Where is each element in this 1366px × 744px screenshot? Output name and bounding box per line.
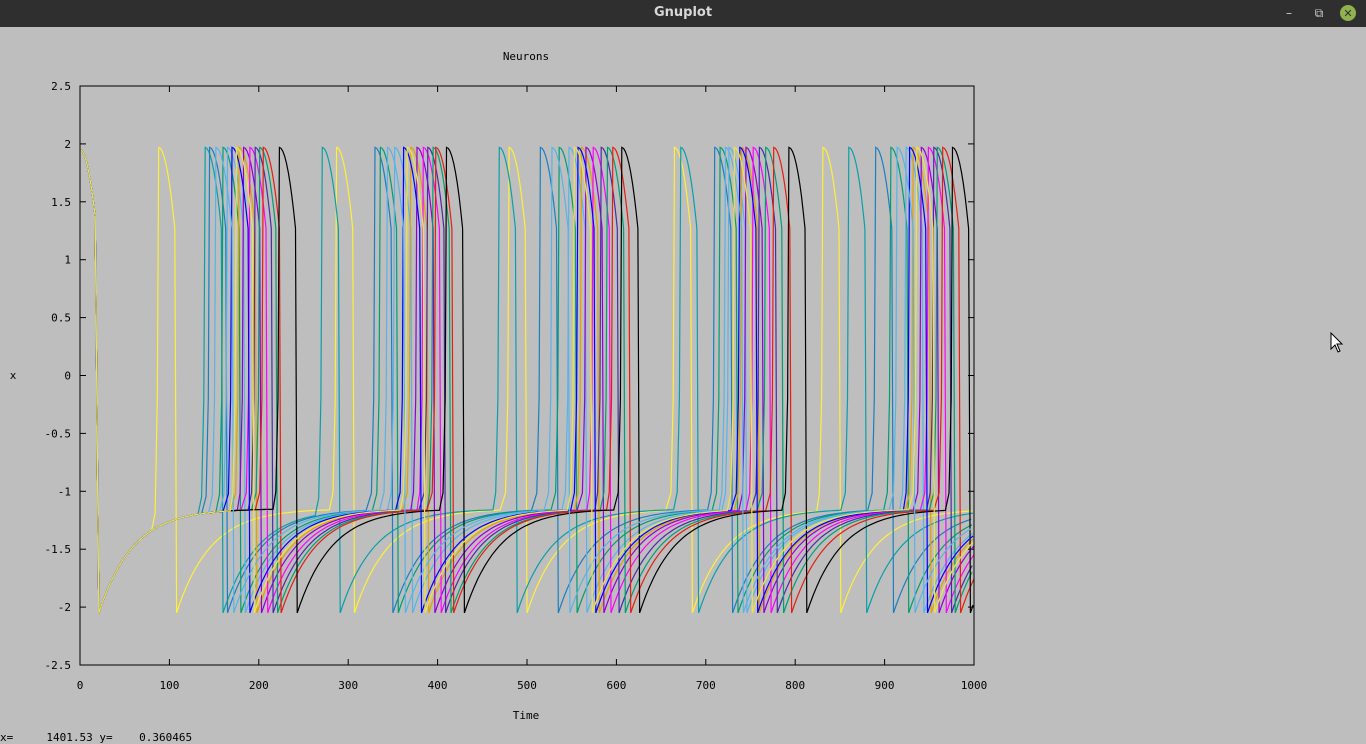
- y-tick-label: -2.5: [45, 659, 72, 672]
- x-tick-label: 800: [785, 679, 805, 692]
- y-tick-label: 0: [64, 370, 71, 383]
- x-tick-label: 500: [517, 679, 537, 692]
- restore-icon[interactable]: ⧉: [1314, 5, 1324, 20]
- x-tick-label: 400: [428, 679, 448, 692]
- series-line-15: [79, 146, 974, 614]
- y-axis-label: x: [10, 369, 17, 382]
- plot-border: [79, 85, 975, 666]
- x-tick-label: 600: [606, 679, 626, 692]
- title-bar: Gnuplot – ⧉ ✕: [0, 0, 1366, 27]
- close-icon[interactable]: ✕: [1340, 5, 1356, 21]
- chart-title: Neurons: [503, 50, 549, 63]
- series-line-2: [79, 146, 974, 614]
- status-y-label: y=: [99, 731, 113, 744]
- y-tick-label: 1: [64, 254, 71, 267]
- minimize-icon[interactable]: –: [1286, 6, 1292, 20]
- status-x-value: 1401.53: [46, 731, 93, 744]
- y-tick-label: -1: [58, 485, 71, 498]
- window-title: Gnuplot: [653, 5, 713, 20]
- status-y-value: 0.360465: [139, 731, 193, 744]
- plot-canvas[interactable]: 0 100 200 300 400 500 600 700 800 900 1000 2.5 2 1.5 1…: [0, 27, 1366, 731]
- y-tick-label: 0.5: [51, 312, 71, 325]
- series-line-12: [79, 146, 974, 614]
- x-tick-label: 300: [338, 679, 358, 692]
- x-tick-label: 900: [875, 679, 895, 692]
- x-tick-label: 200: [249, 679, 269, 692]
- x-tick-label: 1000: [961, 679, 988, 692]
- mouse-pointer-icon: [1330, 332, 1344, 353]
- y-tick-label: 2: [64, 138, 71, 151]
- coordinate-readout: x= 1401.53 y= 0.360465: [0, 731, 192, 744]
- series-line-14: [79, 146, 972, 614]
- x-axis-label: Time: [513, 709, 540, 722]
- y-tick-label: -1.5: [45, 543, 72, 556]
- y-tick-label: 1.5: [51, 196, 71, 209]
- y-tick-label: -2: [58, 601, 71, 614]
- y-tick-label: -0.5: [45, 427, 72, 440]
- x-tick-label: 700: [696, 679, 716, 692]
- x-tick-label: 100: [159, 679, 179, 692]
- x-tick-label: 0: [77, 679, 84, 692]
- series-line-1: [79, 146, 973, 614]
- status-x-label: x=: [0, 731, 14, 744]
- y-tick-label: 2.5: [51, 80, 71, 93]
